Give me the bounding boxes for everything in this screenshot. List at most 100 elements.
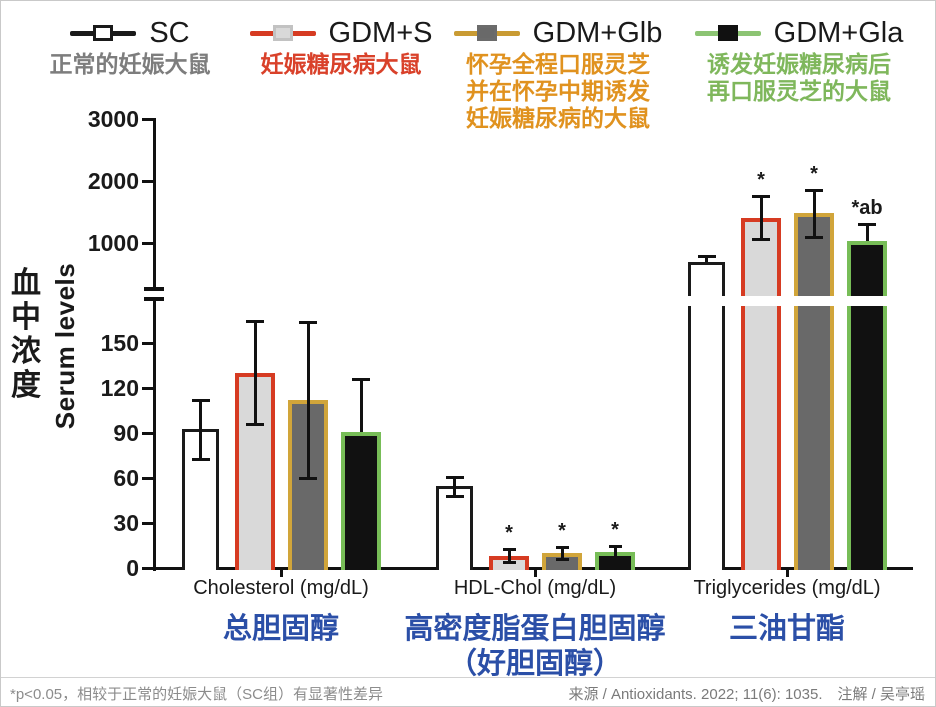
y-tick-label: 0 xyxy=(126,555,139,581)
legend-group-desc: 怀孕全程口服灵芝 xyxy=(466,51,650,77)
axis-break-dash-lower xyxy=(144,297,164,301)
error-bar-line xyxy=(253,320,257,424)
error-bar-cap-top xyxy=(299,321,317,324)
legend-group-code: GDM+Gla xyxy=(773,17,904,49)
error-bar-cap-top xyxy=(445,475,464,479)
y-tick-mark xyxy=(142,521,154,525)
legend-group-desc: 妊娠糖尿病的大鼠 xyxy=(466,105,650,131)
y-tick-mark xyxy=(142,341,154,345)
significance-mark: * xyxy=(558,520,566,542)
error-bar-line xyxy=(705,256,708,262)
y-tick-mark xyxy=(142,431,154,435)
legend-group-code: GDM+S xyxy=(328,17,433,49)
plot-area: 3000 2000 1000 150 120 90 60 30 0 * * * * * *ab Cholest… xyxy=(1,1,935,681)
y-tick-mark xyxy=(142,476,154,480)
y-tick-label: 120 xyxy=(100,375,139,401)
legend-key-row: GDM+Glb xyxy=(453,15,662,51)
y-tick-label: 1000 xyxy=(87,230,139,256)
bar-SC-0 xyxy=(182,428,219,570)
y-tick-mark xyxy=(142,566,154,570)
error-bar-cap-bottom xyxy=(246,423,264,426)
significance-mark: *ab xyxy=(851,197,883,220)
legend-group-desc: 妊娠糖尿病大鼠 xyxy=(260,51,422,77)
legend-marker-icon xyxy=(694,25,761,41)
x-axis-line xyxy=(152,567,913,570)
legend-key-row: GDM+Gla xyxy=(694,15,903,51)
significance-mark: * xyxy=(810,162,818,185)
error-bar-line xyxy=(359,379,363,432)
y-tick-label: 3000 xyxy=(87,106,139,132)
error-bar-cap-bottom xyxy=(191,457,210,461)
x-category-label-en: Triglycerides (mg/dL) xyxy=(693,577,881,599)
legend-group-desc: 再口服灵芝的大鼠 xyxy=(707,78,891,104)
legend-marker-icon xyxy=(453,25,520,41)
y-tick-label: 150 xyxy=(100,330,139,356)
legend-group-desc: 并在怀孕中期诱发 xyxy=(466,78,650,104)
legend-group-desc: 诱发妊娠糖尿病后 xyxy=(707,51,891,77)
x-category-label-zh: 总胆固醇 xyxy=(222,613,339,645)
footer-divider xyxy=(1,677,935,678)
error-bar-cap-top xyxy=(858,223,876,227)
error-bar-cap-top xyxy=(352,378,370,381)
error-bar-cap-bottom xyxy=(445,495,464,498)
error-bar-line xyxy=(199,400,202,459)
y-tick-mark xyxy=(142,117,154,121)
axis-break-gap xyxy=(151,291,159,300)
x-category-label-zh: 高密度脂蛋白胆固醇 xyxy=(404,613,666,645)
error-bar-cap-top xyxy=(555,546,569,549)
y-tick-label: 90 xyxy=(113,420,139,446)
x-category-label-en: Cholesterol (mg/dL) xyxy=(193,577,369,599)
error-bar-line xyxy=(507,548,511,562)
legend-group-code: SC xyxy=(149,17,190,49)
legend-group-desc: 正常的妊娠大鼠 xyxy=(49,51,211,77)
error-bar-line xyxy=(759,195,763,239)
legend-group-GDM+S: GDM+S 妊娠糖尿病大鼠 xyxy=(249,15,433,78)
error-bar-cap-bottom xyxy=(502,561,516,564)
error-bar-line xyxy=(613,545,617,558)
error-bar-cap-top xyxy=(502,547,516,551)
error-bar-cap-bottom xyxy=(608,556,622,560)
axis-break-dash-upper xyxy=(144,287,164,291)
x-tick-mark xyxy=(785,568,789,577)
y-axis-label-zh: 血中浓度 xyxy=(11,267,41,402)
error-bar-cap-top xyxy=(608,544,622,548)
y-tick-mark xyxy=(142,386,154,390)
legend-marker-square xyxy=(476,25,497,41)
y-tick-label: 2000 xyxy=(87,168,139,194)
source-citation: 来源 / Antioxidants. 2022; 11(6): 1035. 注解… xyxy=(568,686,925,703)
significance-footnote: *p<0.05，相较于正常的妊娠大鼠（SC组）有显著性差异 xyxy=(10,686,383,703)
legend-group-GDM+Glb: GDM+Glb 怀孕全程口服灵芝 并在怀孕中期诱发 妊娠糖尿病的大鼠 xyxy=(453,15,662,132)
x-category-label-en: HDL-Chol (mg/dL) xyxy=(453,577,617,599)
y-tick-mark xyxy=(142,179,154,183)
legend-marker-icon xyxy=(70,25,137,41)
bar-SC-1 xyxy=(436,485,473,570)
error-bar-cap-bottom xyxy=(299,477,317,480)
y-axis-line xyxy=(153,118,156,571)
y-axis-label-en: Serum levels xyxy=(50,262,80,430)
error-bar-cap-top xyxy=(752,194,770,198)
error-bar-line xyxy=(453,476,456,496)
significance-mark: * xyxy=(505,521,513,544)
error-bar-cap-bottom xyxy=(555,558,569,561)
bar-GDM+Glb-2 xyxy=(794,213,834,570)
error-bar-cap-top xyxy=(697,255,716,259)
legend-marker-square xyxy=(272,25,293,41)
significance-mark: * xyxy=(611,518,619,541)
bar-GDM+S-2 xyxy=(741,218,781,570)
bar-GDM+Gla-2 xyxy=(847,241,887,570)
error-bar-cap-bottom xyxy=(805,235,823,239)
bar-GDM+Gla-0 xyxy=(341,431,381,570)
error-bar-line xyxy=(560,547,564,559)
legend-group-GDM+Gla: GDM+Gla 诱发妊娠糖尿病后 再口服灵芝的大鼠 xyxy=(694,15,903,105)
legend-group-code: GDM+Glb xyxy=(532,17,663,49)
error-bar-cap-top xyxy=(246,319,264,323)
legend-marker-square xyxy=(717,25,738,41)
legend-key-row: GDM+S xyxy=(249,15,433,51)
error-bar-cap-top xyxy=(191,399,210,402)
x-tick-mark xyxy=(279,568,283,577)
chart-legend: SC 正常的妊娠大鼠 GDM+S 妊娠糖尿病大鼠 GDM+Glb 怀孕全程口服灵芝 并在怀孕… xyxy=(1,1,935,151)
error-bar-cap-top xyxy=(805,188,823,192)
legend-marker-square xyxy=(93,25,114,41)
y-tick-label: 60 xyxy=(113,465,139,491)
